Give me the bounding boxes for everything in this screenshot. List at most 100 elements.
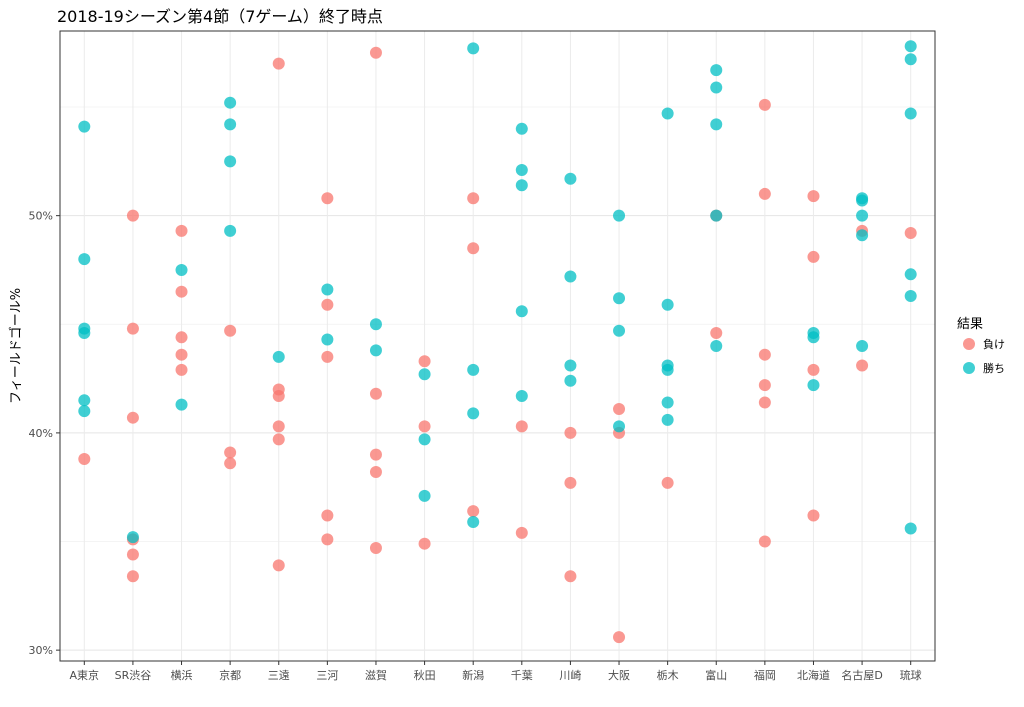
- data-point: [224, 324, 237, 337]
- data-point: [467, 515, 480, 528]
- data-point: [369, 344, 382, 357]
- data-point: [126, 570, 139, 583]
- data-point: [807, 190, 820, 203]
- data-point: [78, 394, 91, 407]
- data-point: [224, 457, 237, 470]
- data-point: [856, 194, 869, 207]
- data-point: [126, 209, 139, 222]
- data-point: [272, 420, 285, 433]
- data-point: [467, 363, 480, 376]
- data-point: [515, 164, 528, 177]
- data-point: [321, 350, 334, 363]
- data-point: [418, 420, 431, 433]
- data-point: [564, 374, 577, 387]
- data-point: [661, 396, 674, 409]
- data-point: [369, 542, 382, 555]
- plot-panel: [59, 30, 936, 662]
- x-tick-label: 京都: [219, 668, 241, 682]
- chart-title: 2018-19シーズン第4節（7ゲーム）終了時点: [57, 7, 383, 26]
- data-point: [515, 179, 528, 192]
- data-point: [175, 348, 188, 361]
- data-point: [126, 531, 139, 544]
- data-point: [272, 350, 285, 363]
- data-point: [661, 476, 674, 489]
- data-point: [418, 433, 431, 446]
- data-point: [224, 96, 237, 109]
- series-負け: [78, 46, 917, 644]
- data-point: [175, 398, 188, 411]
- data-point: [758, 98, 771, 111]
- x-tick-label: 大阪: [608, 668, 630, 682]
- data-point: [467, 42, 480, 55]
- data-point: [515, 122, 528, 135]
- data-point: [564, 270, 577, 283]
- x-tick-label: 千葉: [511, 668, 533, 682]
- data-point: [78, 405, 91, 418]
- data-point: [661, 363, 674, 376]
- data-point: [661, 107, 674, 120]
- data-point: [126, 548, 139, 561]
- data-point: [515, 526, 528, 539]
- data-point: [758, 187, 771, 200]
- data-point: [272, 389, 285, 402]
- legend-title: 結果: [957, 317, 983, 332]
- legend-key: [963, 338, 975, 350]
- data-point: [369, 448, 382, 461]
- data-point: [807, 379, 820, 392]
- data-point: [758, 348, 771, 361]
- data-point: [613, 631, 626, 644]
- data-point: [856, 229, 869, 242]
- series-勝ち: [78, 40, 917, 544]
- data-point: [758, 396, 771, 409]
- data-point: [904, 268, 917, 281]
- data-point: [175, 285, 188, 298]
- data-point: [613, 324, 626, 337]
- data-point: [321, 509, 334, 522]
- legend-key: [963, 362, 975, 374]
- data-point: [78, 326, 91, 339]
- data-point: [856, 209, 869, 222]
- data-point: [807, 250, 820, 263]
- data-point: [78, 253, 91, 266]
- x-tick-label: 三河: [316, 669, 338, 682]
- data-point: [272, 57, 285, 70]
- data-point: [321, 192, 334, 205]
- x-tick-label: 北海道: [797, 668, 830, 682]
- data-point: [613, 420, 626, 433]
- data-point: [321, 298, 334, 311]
- data-point: [224, 446, 237, 459]
- x-tick-label: 富山: [705, 668, 727, 682]
- legend-label: 勝ち: [983, 361, 1005, 375]
- y-axis-title: フィールドゴール%: [8, 288, 24, 404]
- data-point: [807, 509, 820, 522]
- x-tick-label: 琉球: [900, 668, 922, 682]
- data-point: [272, 433, 285, 446]
- data-point: [224, 155, 237, 168]
- data-point: [175, 363, 188, 376]
- data-point: [224, 224, 237, 237]
- data-point: [710, 64, 723, 77]
- data-point: [126, 411, 139, 424]
- data-point: [78, 452, 91, 465]
- x-tick-label: 川崎: [559, 668, 581, 682]
- x-tick-label: A東京: [70, 668, 100, 682]
- data-point: [564, 570, 577, 583]
- legend-label: 負け: [983, 338, 1005, 351]
- x-axis: A東京 SR渋谷 横浜 京都 三遠 三河 滋賀 秋田 新潟 千葉 川崎 大阪 栃木 富山 福岡 北海道 名古屋D…: [70, 661, 922, 682]
- data-point: [758, 379, 771, 392]
- data-point: [467, 407, 480, 420]
- x-tick-label: 秋田: [414, 668, 436, 682]
- data-point: [564, 476, 577, 489]
- data-point: [758, 535, 771, 548]
- data-point: [467, 242, 480, 255]
- data-point: [224, 118, 237, 131]
- data-point: [321, 533, 334, 546]
- data-point: [369, 387, 382, 400]
- data-point: [467, 505, 480, 518]
- data-point: [369, 318, 382, 331]
- data-point: [904, 53, 917, 66]
- y-tick-label: 30%: [29, 644, 53, 657]
- data-point: [856, 340, 869, 352]
- data-point: [321, 333, 334, 346]
